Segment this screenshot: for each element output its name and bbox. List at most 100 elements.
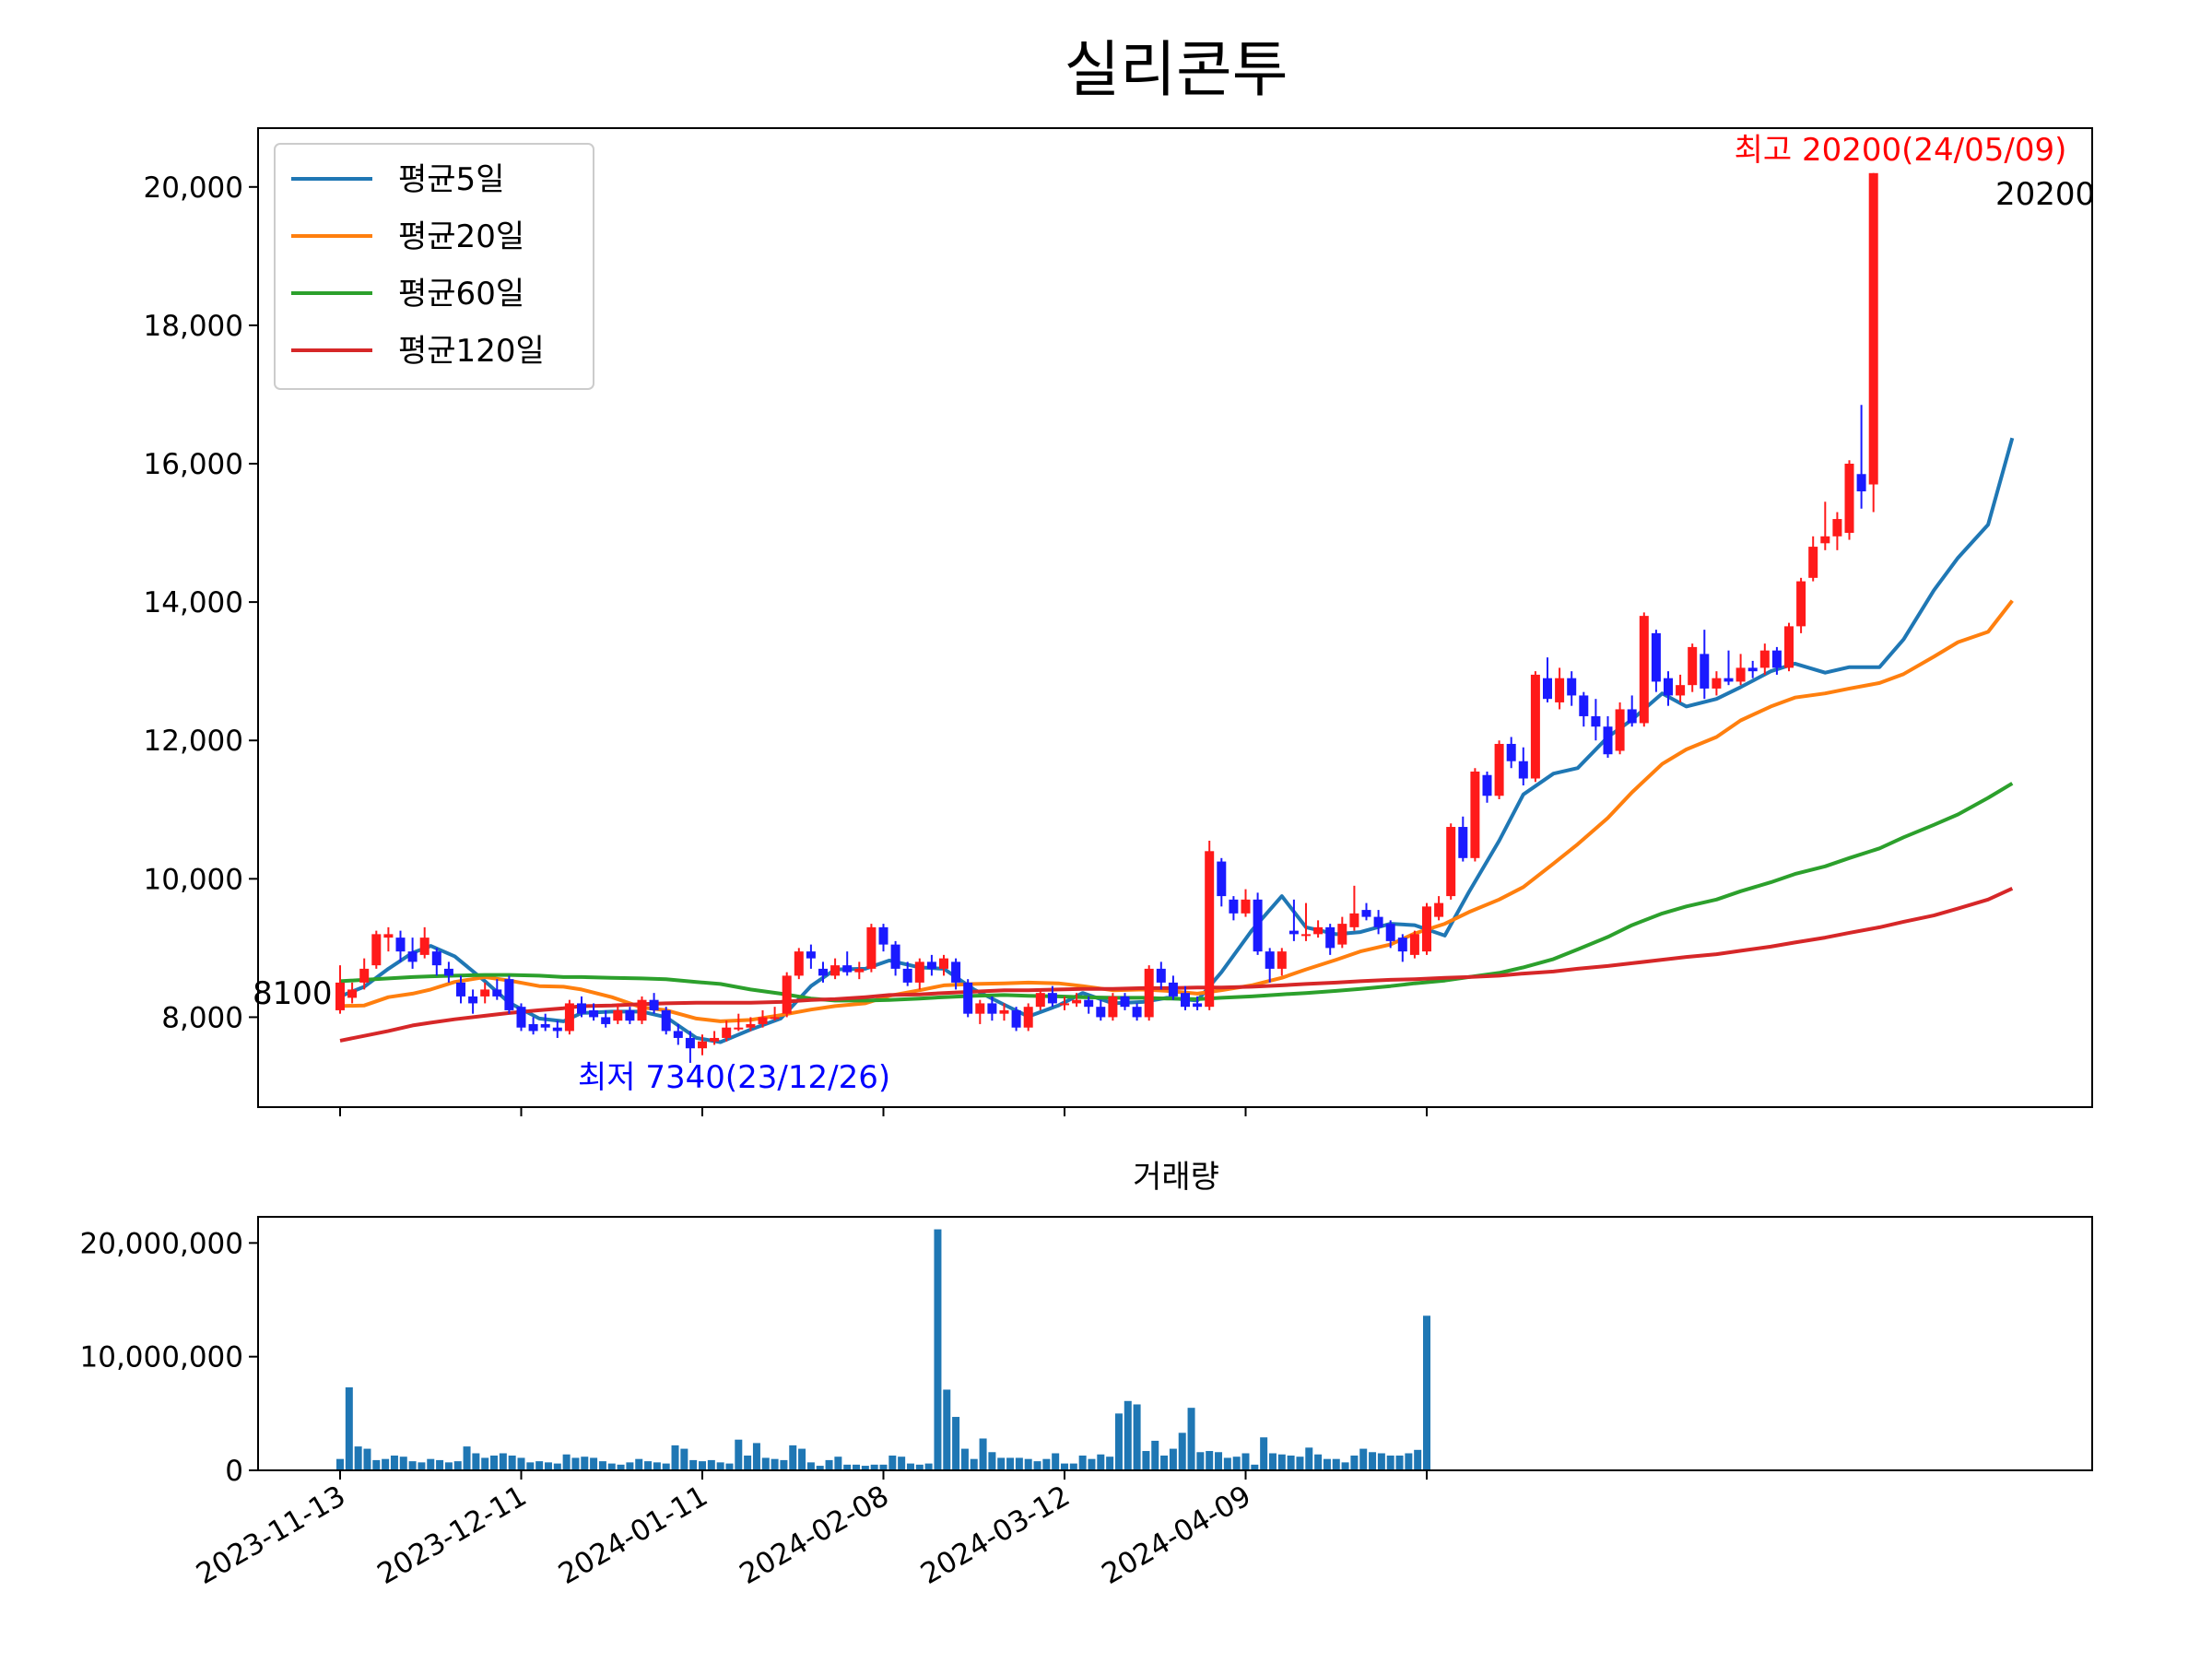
volume-bar	[780, 1459, 788, 1470]
candle	[794, 948, 804, 980]
volume-bar	[1187, 1408, 1195, 1470]
candle	[1603, 715, 1613, 758]
volume-bar	[888, 1455, 897, 1470]
candle-body	[1422, 906, 1431, 952]
candle	[1482, 771, 1492, 803]
candle	[359, 958, 370, 990]
candle	[1759, 643, 1770, 675]
candle-body	[395, 938, 406, 952]
volume-panel-frame	[257, 1216, 2093, 1471]
volume-bar	[843, 1464, 852, 1470]
candle-body	[649, 999, 659, 1010]
volume-bar	[1042, 1458, 1051, 1470]
candle	[1747, 660, 1758, 678]
candle-body	[1313, 926, 1324, 935]
volume-bar	[997, 1457, 1006, 1470]
volume-bar	[1215, 1452, 1223, 1470]
volume-bar	[662, 1463, 670, 1470]
candle	[1868, 172, 1878, 513]
candle-body	[528, 1023, 538, 1032]
candle	[951, 958, 961, 990]
volume-bar	[1206, 1451, 1214, 1470]
volume-bar	[1223, 1457, 1231, 1470]
candle	[890, 940, 900, 976]
candle	[1712, 671, 1722, 696]
volume-bar	[970, 1458, 978, 1470]
candle-body	[1868, 172, 1878, 485]
candle	[1156, 961, 1166, 990]
volume-bar	[988, 1452, 996, 1470]
candle-body	[1205, 851, 1215, 1008]
candle-body	[1771, 650, 1782, 668]
candle-body	[613, 1009, 623, 1021]
volume-bar	[915, 1464, 924, 1470]
candle	[975, 999, 985, 1024]
volume-bar	[1169, 1448, 1177, 1470]
legend-label: 평균60일	[398, 276, 524, 313]
candle-body	[1700, 654, 1710, 689]
volume-bar	[1052, 1453, 1060, 1470]
price-y-tick-label: 8,000	[161, 1001, 243, 1034]
volume-bar	[1386, 1455, 1394, 1470]
candle-body	[1735, 667, 1746, 682]
volume-bar	[444, 1462, 453, 1470]
candle-body	[431, 951, 441, 966]
volume-bar	[408, 1461, 417, 1470]
candle	[1808, 536, 1818, 582]
candle-body	[1361, 910, 1371, 917]
candle	[1193, 996, 1203, 1010]
volume-bar	[771, 1458, 779, 1470]
volume-bar	[906, 1463, 914, 1470]
candle-body	[673, 1031, 683, 1038]
candle	[987, 996, 997, 1021]
candle-body	[1193, 1003, 1203, 1008]
candle	[1676, 674, 1686, 702]
candle	[407, 938, 418, 969]
candle-body	[1023, 1007, 1033, 1028]
candle	[770, 1007, 780, 1021]
candle	[1771, 646, 1782, 675]
candle-body	[383, 934, 394, 938]
candle-body	[734, 1027, 744, 1030]
volume-bar	[436, 1459, 444, 1470]
candle	[698, 1034, 707, 1056]
candle-body	[794, 951, 804, 976]
candle-body	[1072, 999, 1082, 1004]
candle	[866, 924, 877, 973]
price-y-tick-label: 10,000	[144, 863, 243, 896]
candle	[1132, 1003, 1142, 1021]
candle-body	[456, 982, 465, 997]
candle-body	[335, 982, 345, 1010]
volume-bar	[635, 1458, 643, 1470]
price-y-tick-label: 12,000	[144, 725, 243, 758]
candle	[613, 1003, 623, 1024]
legend-box	[274, 143, 594, 390]
candle-body	[902, 968, 912, 983]
candle-body	[1446, 827, 1456, 897]
candle	[528, 1017, 538, 1035]
volume-bar	[699, 1461, 706, 1470]
ma-line-평균60일	[339, 782, 2014, 1003]
volume-y-tick-label: 20,000,000	[80, 1227, 244, 1260]
candle-body	[1543, 678, 1552, 700]
volume-bar	[363, 1448, 371, 1470]
volume-bar	[680, 1448, 688, 1470]
candle-body	[443, 968, 453, 976]
candle-body	[637, 999, 647, 1021]
candle-body	[1747, 667, 1758, 672]
candle-body	[963, 982, 973, 1014]
candle-body	[1759, 650, 1770, 668]
candle-body	[1337, 924, 1347, 945]
candle-body	[975, 1003, 985, 1014]
candle	[1229, 896, 1239, 921]
candle-body	[359, 968, 370, 983]
legend-entry: 평균60일	[291, 276, 524, 313]
volume-bar	[725, 1463, 734, 1470]
volume-bar	[1251, 1464, 1259, 1470]
candle	[1277, 948, 1287, 976]
candle-body	[1060, 1003, 1069, 1006]
volume-bar	[607, 1463, 616, 1470]
candle	[1458, 816, 1468, 862]
candle	[552, 1020, 562, 1038]
candle	[637, 996, 647, 1024]
